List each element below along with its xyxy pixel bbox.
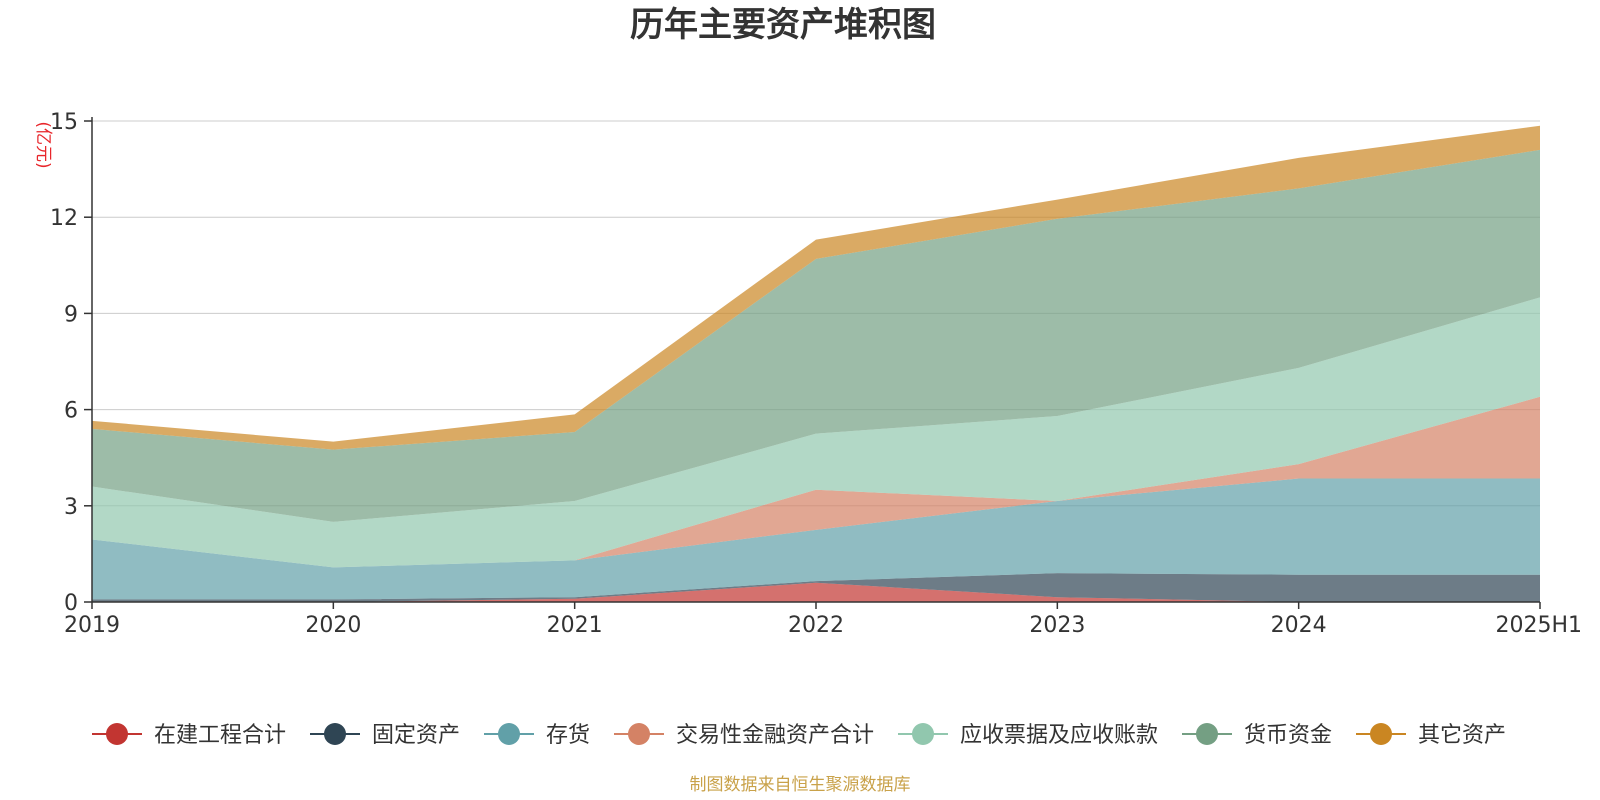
area-series [92,125,1540,602]
legend-label: 交易性金融资产合计 [676,723,874,748]
legend-label: 其它资产 [1418,723,1506,748]
legend-label: 货币资金 [1244,723,1332,748]
legend-marker [106,723,128,745]
legend-item-3: 交易性金融资产合计 [614,723,874,748]
legend-item-1: 固定资产 [310,723,460,748]
legend-marker [1196,723,1218,745]
legend-marker [628,723,650,745]
legend-marker [1370,723,1392,745]
x-tick-label-2025H1: 2025H1 [1495,613,1582,638]
x-tick-label-2022: 2022 [788,613,844,638]
legend-item-6: 其它资产 [1356,723,1506,748]
x-tick-label-2023: 2023 [1029,613,1085,638]
legend-label: 应收票据及应收账款 [960,723,1158,748]
y-tick-label-12: 12 [50,206,78,231]
legend-label: 在建工程合计 [154,723,286,748]
data-source-footer: 制图数据来自恒生聚源数据库 [690,775,911,795]
y-tick-label-9: 9 [64,302,78,327]
legend-marker [912,723,934,745]
area-series-6 [92,125,1540,450]
y-tick-label-6: 6 [64,399,78,424]
x-tick-label-2019: 2019 [64,613,120,638]
legend-item-4: 应收票据及应收账款 [898,723,1158,748]
legend-item-2: 存货 [484,723,590,748]
axes: 0 3 6 9 12 15 2019 2020 2021 2022 2023 2024 2025H1 [50,110,1582,638]
y-tick-label-15: 15 [50,110,78,135]
y-unit-label: (亿元) [33,121,53,168]
legend-item-5: 货币资金 [1182,723,1332,748]
area-series-2 [92,478,1540,600]
chart-title: 历年主要资产堆积图 [630,5,936,45]
area-series-3 [92,396,1540,568]
area-series-0 [92,582,1540,602]
x-tick-label-2021: 2021 [547,613,603,638]
area-series-5 [92,149,1540,522]
legend-item-0: 在建工程合计 [92,723,286,748]
area-series-1 [92,573,1540,602]
legend-marker [498,723,520,745]
y-tick-label-0: 0 [64,591,78,616]
legend-marker [324,723,346,745]
x-tick-label-2024: 2024 [1271,613,1327,638]
x-tick-label-2020: 2020 [305,613,361,638]
area-series-4 [92,297,1540,568]
legend-label: 存货 [546,723,590,748]
legend: 在建工程合计 固定资产 存货 交易性金融资产合计 应收票据及应收账款 货币资金 其它资产 [92,723,1506,748]
legend-label: 固定资产 [372,723,460,748]
y-tick-label-3: 3 [64,495,78,520]
